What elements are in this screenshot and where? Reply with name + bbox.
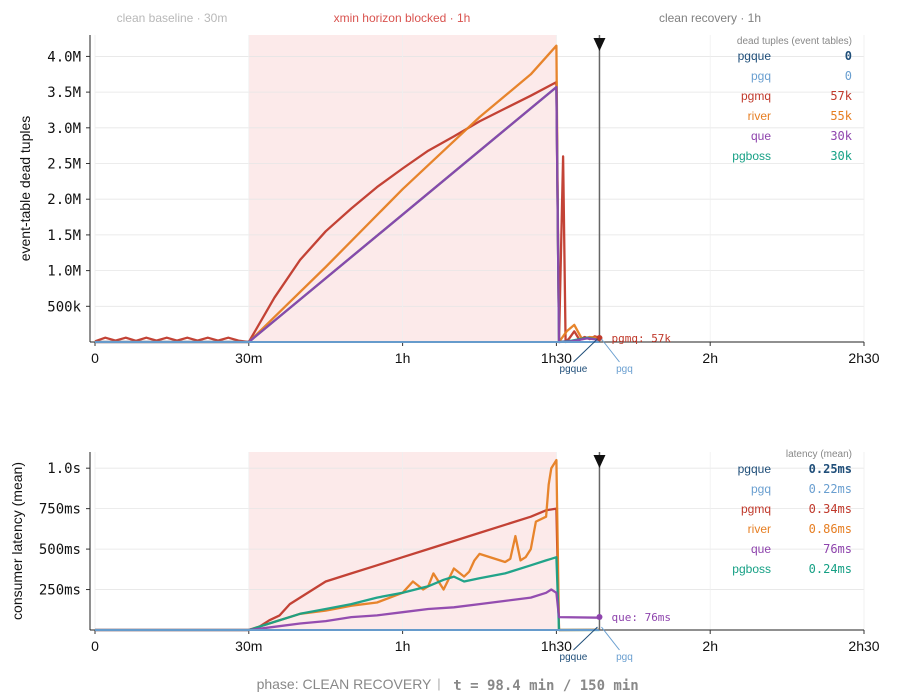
top-legend-name-pgmq: pgmq bbox=[741, 89, 771, 103]
bottom-y-axis-label: consumer latency (mean) bbox=[9, 462, 25, 620]
top-y-axis-label: event-table dead tuples bbox=[17, 116, 33, 262]
top-pointer-pgq bbox=[601, 338, 620, 363]
top-x-tick-label: 1h30 bbox=[541, 350, 572, 366]
bottom-time-marker-arrow-icon bbox=[593, 455, 606, 468]
bottom-legend-name-pgmq: pgmq bbox=[741, 502, 771, 516]
bottom-pointer-label-pgq: pgq bbox=[616, 652, 633, 663]
bottom-series-river bbox=[95, 458, 600, 632]
top-x-tick-label: 2h30 bbox=[848, 350, 879, 366]
top-x-tick-label: 30m bbox=[235, 350, 262, 366]
bottom-y-tick-label: 500ms bbox=[39, 542, 81, 558]
bottom-pointer-label-pgque: pgque bbox=[560, 652, 588, 663]
top-x-tick-label: 0 bbox=[91, 350, 99, 366]
bottom-y-tick-label: 250ms bbox=[39, 583, 81, 599]
top-legend-name-pgboss: pgboss bbox=[732, 149, 771, 163]
top-y-tick-label: 3.5M bbox=[47, 85, 81, 101]
bottom-current-point bbox=[596, 614, 603, 620]
bottom-x-tick-label: 2h30 bbox=[848, 638, 879, 654]
top-y-tick-label: 2.5M bbox=[47, 157, 81, 173]
status-time: t = 98.4 min / 150 min bbox=[453, 678, 638, 694]
top-legend-value-river: 55k bbox=[830, 109, 852, 123]
top-legend-name-pgq: pgq bbox=[751, 69, 771, 83]
top-x-tick-label: 1h bbox=[395, 350, 411, 366]
bottom-pointer-pgq bbox=[601, 626, 620, 651]
top-y-tick-label: 4.0M bbox=[47, 49, 81, 65]
bottom-legend-value-pgque: 0.25ms bbox=[809, 462, 852, 476]
bottom-pointer-pgque bbox=[573, 626, 598, 651]
bottom-legend-title: latency (mean) bbox=[786, 449, 852, 460]
bottom-legend-name-pgque: pgque bbox=[738, 462, 772, 476]
top-legend-name-que: que bbox=[751, 129, 771, 143]
bottom-legend-value-pgq: 0.22ms bbox=[809, 482, 852, 496]
top-legend-value-que: 30k bbox=[830, 129, 852, 143]
top-legend-value-pgq: 0 bbox=[845, 69, 852, 83]
top-legend-value-pgque: 0 bbox=[845, 49, 852, 63]
status-phase: phase: CLEAN RECOVERY bbox=[257, 676, 432, 692]
top-current-point bbox=[596, 335, 603, 341]
bottom-legend-value-river: 0.86ms bbox=[809, 522, 852, 536]
top-y-tick-label: 1.5M bbox=[47, 228, 81, 244]
top-pointer-label-pgq: pgq bbox=[616, 364, 633, 375]
top-legend-title: dead tuples (event tables) bbox=[737, 36, 852, 47]
bottom-y-tick-label: 1.0s bbox=[47, 461, 81, 477]
top-pointer-label-pgque: pgque bbox=[560, 364, 588, 375]
top-legend-value-pgboss: 30k bbox=[830, 149, 852, 163]
bottom-annotation: que: 76ms bbox=[611, 611, 671, 624]
phase-label-baseline: clean baseline · 30m bbox=[117, 11, 228, 25]
bottom-legend-name-river: river bbox=[748, 522, 771, 536]
top-legend-name-river: river bbox=[748, 109, 771, 123]
top-legend-value-pgmq: 57k bbox=[830, 89, 852, 103]
top-y-tick-label: 3.0M bbox=[47, 121, 81, 137]
bottom-x-tick-label: 1h30 bbox=[541, 638, 572, 654]
bottom-legend-name-pgboss: pgboss bbox=[732, 562, 771, 576]
bottom-x-tick-label: 0 bbox=[91, 638, 99, 654]
top-y-tick-label: 500k bbox=[47, 299, 81, 315]
phase-label-blocked: xmin horizon blocked · 1h bbox=[334, 11, 471, 25]
bottom-series-pgboss bbox=[95, 556, 600, 632]
bottom-y-tick-label: 750ms bbox=[39, 502, 81, 518]
top-y-tick-label: 2.0M bbox=[47, 192, 81, 208]
bottom-series-que bbox=[95, 588, 600, 632]
top-pointer-pgque bbox=[573, 338, 598, 363]
bottom-x-tick-label: 2h bbox=[702, 638, 718, 654]
bottom-x-tick-label: 30m bbox=[235, 638, 262, 654]
top-y-tick-label: 1.0M bbox=[47, 264, 81, 280]
bottom-legend-value-pgmq: 0.34ms bbox=[809, 502, 852, 516]
status-separator: | bbox=[437, 676, 440, 691]
bottom-series-pgmq bbox=[95, 507, 600, 632]
bottom-legend-value-que: 76ms bbox=[823, 542, 852, 556]
phase-label-recovery: clean recovery · 1h bbox=[659, 11, 761, 25]
top-time-marker-arrow-icon bbox=[593, 38, 606, 51]
top-series-pgmq bbox=[94, 80, 600, 344]
top-x-tick-label: 2h bbox=[702, 350, 718, 366]
top-annotation: pgmq: 57k bbox=[611, 332, 671, 345]
bottom-legend-name-que: que bbox=[751, 542, 771, 556]
bottom-legend-name-pgq: pgq bbox=[751, 482, 771, 496]
bottom-legend-value-pgboss: 0.24ms bbox=[809, 562, 852, 576]
bottom-x-tick-label: 1h bbox=[395, 638, 411, 654]
top-legend-name-pgque: pgque bbox=[738, 49, 772, 63]
